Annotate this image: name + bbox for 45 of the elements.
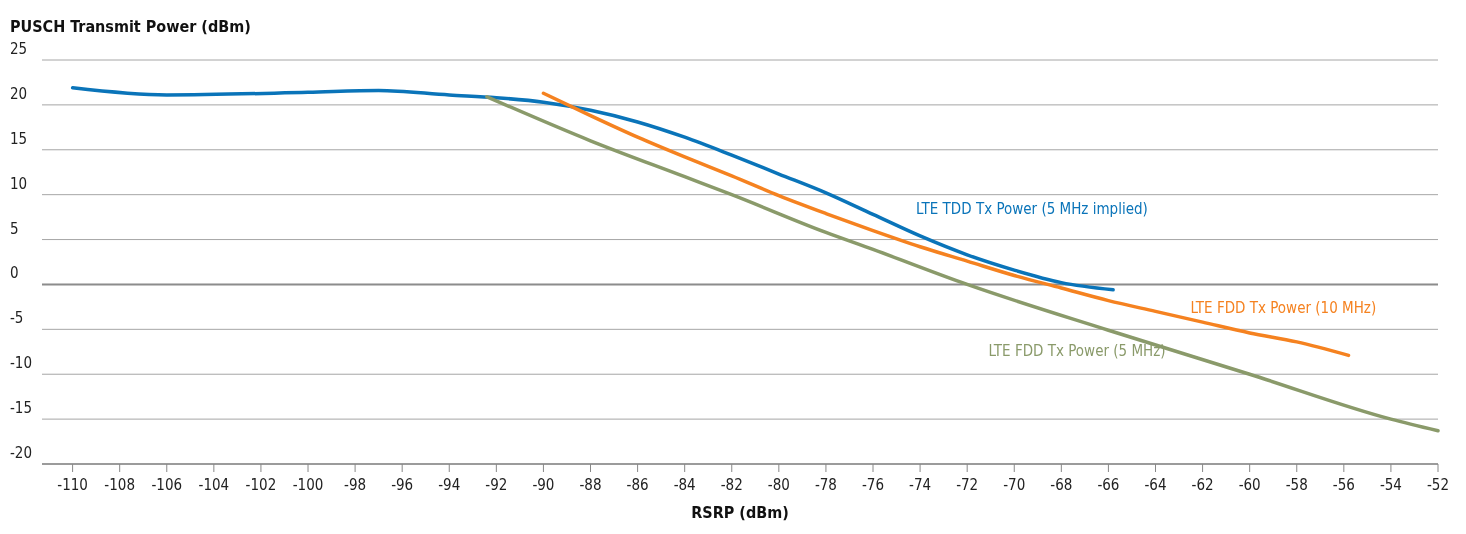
x-tick-label: -76 (861, 476, 885, 494)
x-tick-label: -78 (814, 476, 837, 494)
x-tick-label: -100 (292, 476, 324, 494)
x-tick-label: -56 (1332, 476, 1355, 494)
x-tick-label: -92 (485, 476, 508, 494)
x-tick-label: -66 (1097, 476, 1120, 494)
x-tick-label: -62 (1191, 476, 1214, 494)
x-tick-label: -108 (104, 476, 135, 494)
x-tick-label: -86 (626, 476, 649, 494)
x-tick-label: -104 (198, 476, 230, 494)
x-tick-label: -74 (909, 476, 932, 494)
x-tick-label: -80 (767, 476, 790, 494)
x-tick-label: -72 (956, 476, 979, 494)
x-tick-label: -106 (151, 476, 183, 494)
x-tick-label: -64 (1144, 476, 1167, 494)
x-tick-label: -58 (1285, 476, 1308, 494)
x-tick-label: -96 (391, 476, 414, 494)
y-tick-label: 20 (10, 84, 28, 103)
series-label: LTE FDD Tx Power (5 MHz) (988, 342, 1166, 361)
series-label: LTE FDD Tx Power (10 MHz) (1190, 298, 1377, 317)
series-label: LTE TDD Tx Power (5 MHz implied) (916, 199, 1148, 218)
x-tick-label: -54 (1379, 476, 1402, 494)
y-tick-label: 5 (10, 219, 19, 238)
x-tick-label: -102 (245, 476, 277, 494)
x-tick-label: -60 (1238, 476, 1261, 494)
y-tick-label: -15 (10, 399, 33, 418)
x-tick-label: -110 (57, 476, 88, 494)
x-tick-label: -94 (438, 476, 461, 494)
y-tick-label: 0 (10, 264, 19, 283)
x-tick-label: -98 (344, 476, 367, 494)
y-axis-title: PUSCH Transmit Power (dBm) (10, 17, 251, 36)
x-tick-label: -70 (1003, 476, 1026, 494)
x-tick-label: -52 (1426, 476, 1450, 494)
y-tick-label: 10 (10, 174, 28, 193)
x-tick-label: -88 (579, 476, 602, 494)
y-tick-label: -20 (10, 444, 33, 462)
y-tick-label: 25 (10, 40, 28, 58)
y-tick-label: -10 (10, 354, 33, 373)
y-tick-label: 15 (10, 129, 28, 148)
y-tick-label: -5 (10, 309, 24, 328)
x-tick-label: -68 (1050, 476, 1073, 494)
x-tick-label: -84 (673, 476, 696, 494)
x-tick-label: -90 (532, 476, 555, 494)
x-axis-title: RSRP (dBm) (691, 503, 789, 522)
x-tick-label: -82 (720, 476, 743, 494)
